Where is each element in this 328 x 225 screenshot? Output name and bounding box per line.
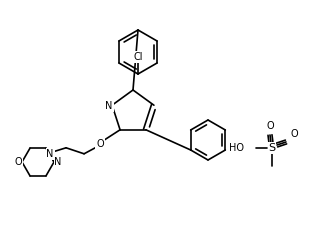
Text: Cl: Cl: [133, 52, 143, 62]
Text: N: N: [105, 101, 113, 111]
Text: HO: HO: [229, 143, 244, 153]
Text: O: O: [266, 121, 274, 131]
Text: O: O: [290, 129, 298, 139]
Text: N: N: [46, 149, 54, 159]
Text: S: S: [268, 143, 276, 153]
Text: N: N: [54, 157, 62, 167]
Text: O: O: [96, 139, 104, 149]
Text: O: O: [14, 157, 22, 167]
